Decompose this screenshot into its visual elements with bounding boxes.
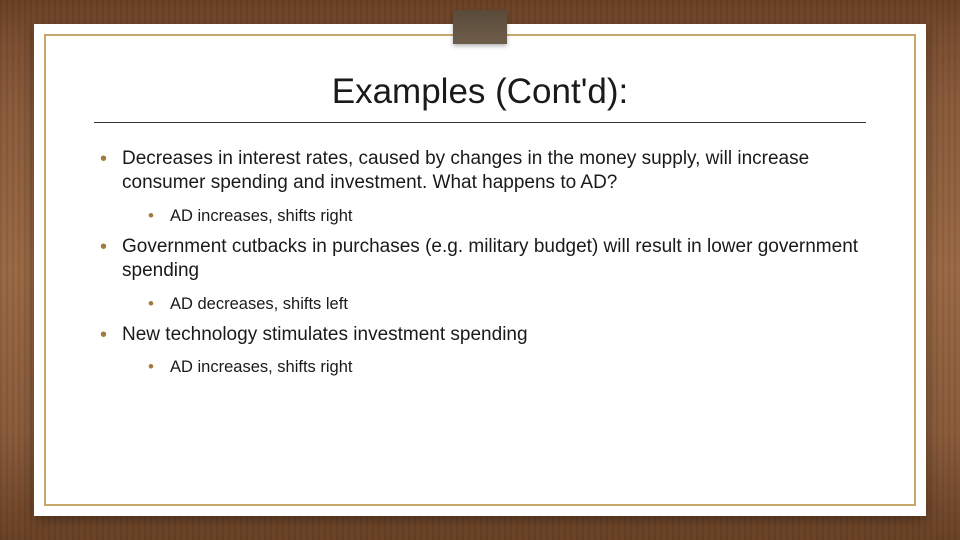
sub-bullet-text: AD increases, shifts right: [170, 358, 352, 376]
sub-bullet-list: AD decreases, shifts left: [122, 294, 866, 315]
sub-bullet-text: AD increases, shifts right: [170, 207, 352, 225]
bullet-text: New technology stimulates investment spe…: [122, 324, 528, 345]
sub-bullet-list: AD increases, shifts right: [122, 357, 866, 378]
slide-panel: Examples (Cont'd): Decreases in interest…: [34, 24, 926, 516]
bullet-list: Decreases in interest rates, caused by c…: [94, 147, 866, 379]
bullet-text: Decreases in interest rates, caused by c…: [122, 148, 809, 193]
sub-bullet-item: AD decreases, shifts left: [122, 294, 866, 315]
sub-bullet-text: AD decreases, shifts left: [170, 295, 348, 313]
bullet-text: Government cutbacks in purchases (e.g. m…: [122, 236, 858, 281]
sub-bullet-item: AD increases, shifts right: [122, 357, 866, 378]
slide-frame: Examples (Cont'd): Decreases in interest…: [34, 24, 926, 516]
sub-bullet-item: AD increases, shifts right: [122, 206, 866, 227]
title-underline: [94, 122, 866, 123]
bullet-item: New technology stimulates investment spe…: [94, 323, 866, 379]
bookmark-tab: [453, 10, 507, 44]
sub-bullet-list: AD increases, shifts right: [122, 206, 866, 227]
inner-border: Examples (Cont'd): Decreases in interest…: [44, 34, 916, 506]
bullet-item: Government cutbacks in purchases (e.g. m…: [94, 235, 866, 315]
slide-title: Examples (Cont'd):: [94, 72, 866, 112]
bullet-item: Decreases in interest rates, caused by c…: [94, 147, 866, 227]
